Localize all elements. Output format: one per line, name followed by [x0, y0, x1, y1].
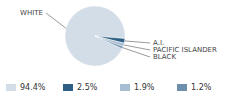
svg-text:WHITE: WHITE	[20, 9, 43, 17]
svg-text:PACIFIC ISLANDER: PACIFIC ISLANDER	[153, 46, 217, 54]
svg-text:A.I.: A.I.	[153, 39, 165, 47]
html-text:1.9%: 1.9%	[134, 83, 155, 92]
svg-text:BLACK: BLACK	[153, 53, 176, 61]
html-text:94.4%: 94.4%	[20, 83, 46, 92]
html-text:1.2%: 1.2%	[191, 83, 212, 92]
html-text:2.5%: 2.5%	[77, 83, 98, 92]
